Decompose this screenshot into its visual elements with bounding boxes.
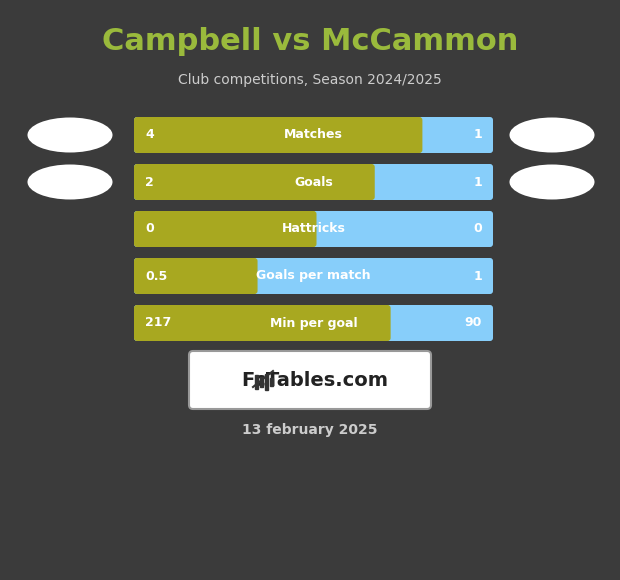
FancyBboxPatch shape [134, 258, 257, 294]
Text: 1: 1 [473, 270, 482, 282]
FancyBboxPatch shape [134, 211, 316, 247]
Ellipse shape [27, 118, 112, 153]
FancyBboxPatch shape [189, 351, 431, 409]
Text: 90: 90 [464, 317, 482, 329]
FancyBboxPatch shape [134, 117, 493, 153]
FancyBboxPatch shape [134, 258, 493, 294]
Text: Min per goal: Min per goal [270, 317, 357, 329]
Text: Goals per match: Goals per match [256, 270, 371, 282]
FancyBboxPatch shape [134, 211, 493, 247]
Text: 1: 1 [473, 176, 482, 189]
Bar [255, 375, 258, 389]
Text: Matches: Matches [284, 129, 343, 142]
Text: 0: 0 [145, 223, 154, 235]
Text: 4: 4 [145, 129, 154, 142]
Bar [270, 378, 273, 386]
FancyBboxPatch shape [134, 164, 374, 200]
Text: Campbell vs McCammon: Campbell vs McCammon [102, 27, 518, 56]
FancyBboxPatch shape [134, 164, 493, 200]
Text: 0.5: 0.5 [145, 270, 167, 282]
Text: 1: 1 [473, 129, 482, 142]
FancyBboxPatch shape [134, 305, 493, 341]
FancyBboxPatch shape [134, 305, 391, 341]
Ellipse shape [510, 118, 595, 153]
Text: Club competitions, Season 2024/2025: Club competitions, Season 2024/2025 [178, 73, 442, 87]
Text: 2: 2 [145, 176, 154, 189]
Bar [265, 374, 268, 390]
Text: 0: 0 [473, 223, 482, 235]
Text: 217: 217 [145, 317, 171, 329]
FancyBboxPatch shape [134, 117, 422, 153]
Text: Goals: Goals [294, 176, 333, 189]
Text: FcTables.com: FcTables.com [242, 371, 389, 390]
Ellipse shape [510, 165, 595, 200]
Text: 13 february 2025: 13 february 2025 [242, 423, 378, 437]
Bar [260, 377, 263, 387]
Ellipse shape [27, 165, 112, 200]
Text: Hattricks: Hattricks [281, 223, 345, 235]
